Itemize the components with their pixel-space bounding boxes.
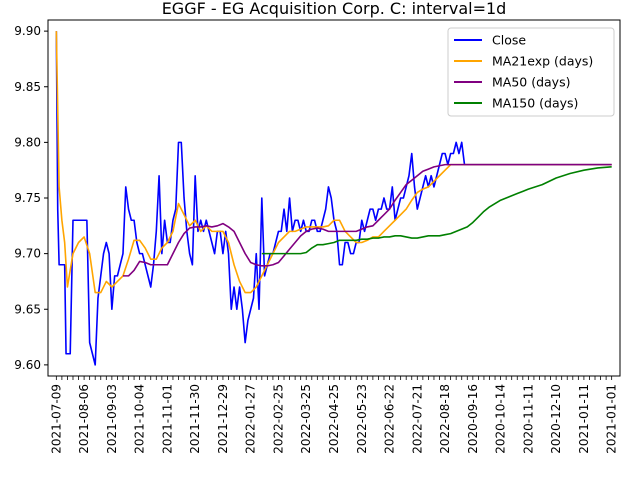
x-tick-label: 2022-04-25 <box>327 384 341 454</box>
x-tick-label: 2022-05-23 <box>355 384 369 454</box>
x-tick-label: 2021-01-01 <box>605 384 619 454</box>
y-axis-ticks: 9.60 9.65 9.70 9.75 9.80 9.85 9.90 <box>14 24 48 372</box>
x-tick-label: 2022-08-18 <box>438 384 452 454</box>
x-tick-label: 2021-12-29 <box>216 384 230 454</box>
x-tick-label: 2022-07-21 <box>410 384 424 454</box>
y-tick-label: 9.75 <box>14 191 41 205</box>
x-tick-label: 2021-08-06 <box>77 384 91 454</box>
x-tick-label: 2022-06-22 <box>383 384 397 454</box>
legend-box <box>447 27 615 117</box>
x-axis-ticks: 2021-07-09 2021-08-06 2021-09-03 2021-10-04… <box>49 376 619 454</box>
x-tick-label: 2020-11-11 <box>521 384 535 454</box>
series-line-ma150-days <box>261 166 612 255</box>
x-tick-label: 2020-09-16 <box>466 384 480 454</box>
x-tick-label: 2020-10-14 <box>494 384 508 454</box>
x-tick-label: 2022-02-25 <box>271 384 285 454</box>
legend: Close MA21exp (days) MA50 (days) MA150 (day… <box>447 27 615 117</box>
x-tick-label: 2021-10-04 <box>133 384 147 454</box>
legend-label: MA50 (days) <box>492 75 570 90</box>
x-tick-label: 2021-11-01 <box>160 384 174 454</box>
y-tick-label: 9.65 <box>14 302 41 316</box>
x-tick-label: 2022-01-27 <box>244 384 258 454</box>
y-tick-label: 9.60 <box>14 358 41 372</box>
x-tick-label: 2021-07-09 <box>49 384 63 454</box>
x-tick-label: 2020-12-10 <box>549 384 563 454</box>
legend-label: MA21exp (days) <box>492 54 593 69</box>
series-line-ma21exp-days <box>55 31 612 294</box>
x-tick-label: 2022-03-25 <box>299 384 313 454</box>
x-tick-label: 2021-09-03 <box>105 384 119 454</box>
legend-label: Close <box>492 33 526 48</box>
series-line-ma50-days <box>122 163 612 277</box>
chart-title: EGGF - EG Acquisition Corp. C: interval=… <box>162 0 507 18</box>
y-tick-label: 9.70 <box>14 247 41 261</box>
plot-frame <box>47 19 621 377</box>
series-lines <box>55 31 612 366</box>
x-tick-label: 2021-11-30 <box>188 384 202 454</box>
y-tick-label: 9.90 <box>14 24 41 38</box>
y-tick-label: 9.85 <box>14 80 41 94</box>
y-tick-label: 9.80 <box>14 135 41 149</box>
x-tick-label: 2021-01-11 <box>577 384 591 454</box>
legend-label: MA150 (days) <box>492 96 578 111</box>
